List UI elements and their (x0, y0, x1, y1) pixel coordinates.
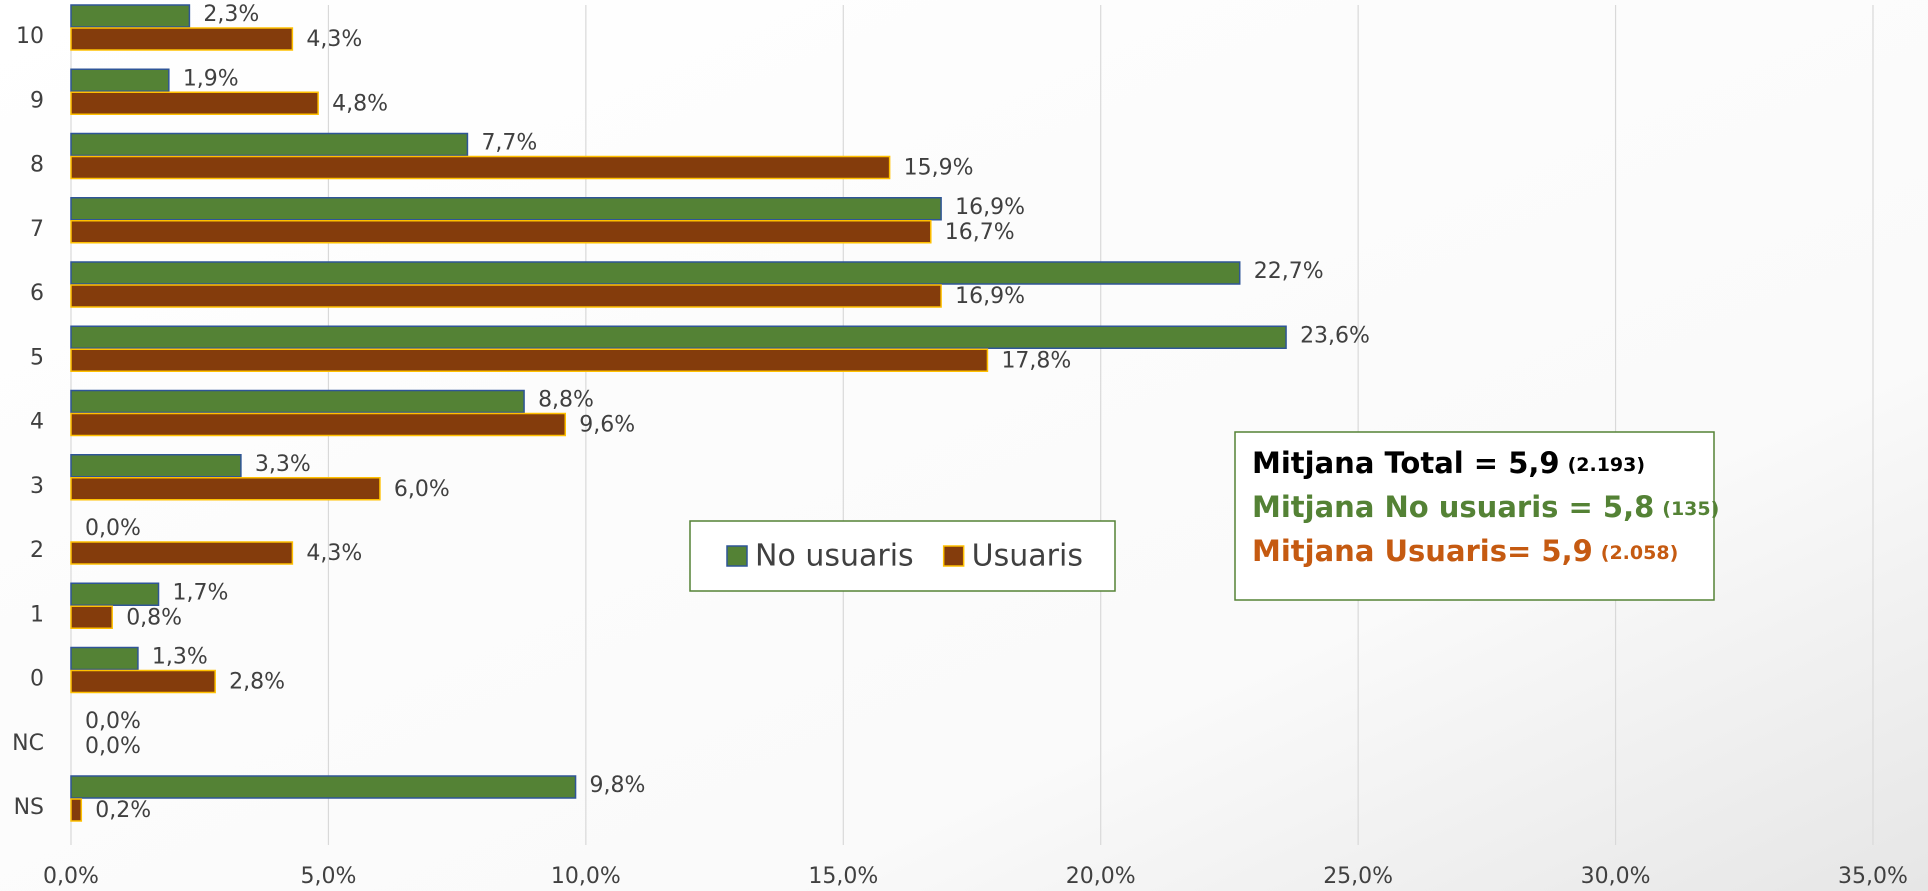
data-label: 9,6% (579, 413, 635, 438)
summary-box (1234, 431, 1715, 601)
data-label: 23,6% (1300, 323, 1370, 348)
bar (70, 197, 942, 221)
y-tick-label: 9 (30, 88, 44, 113)
x-tick-label: 20,0% (1066, 864, 1136, 889)
x-tick-label: 30,0% (1581, 864, 1651, 889)
data-label: 0,0% (85, 734, 141, 759)
summary-count: (135) (1662, 498, 1719, 520)
y-tick-label: 7 (30, 217, 44, 242)
y-tick-label: 1 (30, 602, 44, 627)
data-label: 1,3% (152, 645, 208, 670)
data-label: 0,0% (85, 709, 141, 734)
data-label: 3,3% (255, 452, 311, 477)
x-tick-label: 25,0% (1323, 864, 1393, 889)
legend-label: Usuaris (972, 539, 1083, 574)
data-label: 6,0% (394, 477, 450, 502)
bar (70, 798, 83, 822)
y-tick-label: 2 (30, 538, 44, 563)
bar (70, 669, 216, 694)
bar (70, 477, 381, 501)
summary-main: Mitjana No usuaris = 5,8 (1252, 490, 1654, 524)
data-label: 16,9% (955, 284, 1025, 309)
y-tick-label: 6 (30, 281, 44, 306)
bar (70, 605, 113, 629)
data-label: 7,7% (481, 131, 537, 156)
y-tick-label: 0 (30, 667, 44, 692)
summary-count: (2.058) (1601, 542, 1678, 564)
bar (70, 261, 1241, 285)
data-label: 9,8% (590, 773, 646, 798)
data-label: 16,9% (955, 195, 1025, 220)
bar (70, 4, 191, 28)
data-label: 22,7% (1254, 259, 1324, 284)
y-tick-label: NS (14, 795, 44, 820)
data-label: 0,2% (95, 798, 151, 823)
data-label: 8,8% (538, 388, 594, 413)
data-label: 0,0% (85, 516, 141, 541)
bar (70, 582, 160, 606)
bar (70, 68, 170, 92)
summary-main: Mitjana Usuaris= 5,9 (1252, 534, 1593, 568)
data-label: 17,8% (1001, 348, 1071, 373)
x-tick-label: 10,0% (551, 864, 621, 889)
y-tick-label: 8 (30, 153, 44, 178)
summary-line: Mitjana Usuaris= 5,9 (2.058) (1252, 534, 1678, 568)
bar (70, 155, 891, 180)
data-label: 4,8% (332, 91, 388, 116)
data-label: 2,3% (203, 2, 259, 27)
x-tick-label: 5,0% (300, 864, 356, 889)
data-label: 4,3% (306, 27, 362, 52)
summary-count: (2.193) (1568, 454, 1645, 476)
summary-line: Mitjana Total = 5,9 (2.193) (1252, 446, 1645, 480)
bar (70, 91, 319, 115)
y-tick-label: 3 (30, 474, 44, 499)
data-label: 15,9% (904, 156, 974, 181)
x-tick-label: 15,0% (808, 864, 878, 889)
legend-box (689, 520, 1116, 592)
bar (70, 775, 577, 799)
y-tick-label: 5 (30, 345, 44, 370)
bar (70, 220, 932, 244)
bar (70, 284, 942, 308)
data-label: 16,7% (945, 220, 1015, 245)
bar (70, 348, 989, 372)
y-tick-label: NC (12, 731, 44, 756)
bar (70, 412, 567, 437)
bar (70, 325, 1287, 349)
y-tick-label: 4 (30, 410, 44, 435)
legend-swatch (726, 545, 748, 567)
data-label: 0,8% (126, 605, 182, 630)
data-label: 1,9% (183, 66, 239, 91)
legend-label: No usuaris (755, 539, 914, 574)
summary-line: Mitjana No usuaris = 5,8 (135) (1252, 490, 1719, 524)
legend-swatch (942, 545, 965, 567)
summary-main: Mitjana Total = 5,9 (1252, 446, 1560, 480)
bar (70, 389, 525, 414)
bar (70, 27, 294, 51)
data-label: 2,8% (229, 670, 285, 695)
bar (70, 646, 139, 671)
bar (70, 132, 469, 157)
bar (70, 541, 294, 565)
data-label: 1,7% (173, 580, 229, 605)
data-label: 4,3% (306, 541, 362, 566)
x-tick-label: 0,0% (43, 864, 99, 889)
x-tick-label: 35,0% (1838, 864, 1908, 889)
y-tick-label: 10 (16, 24, 44, 49)
bar (70, 454, 242, 478)
